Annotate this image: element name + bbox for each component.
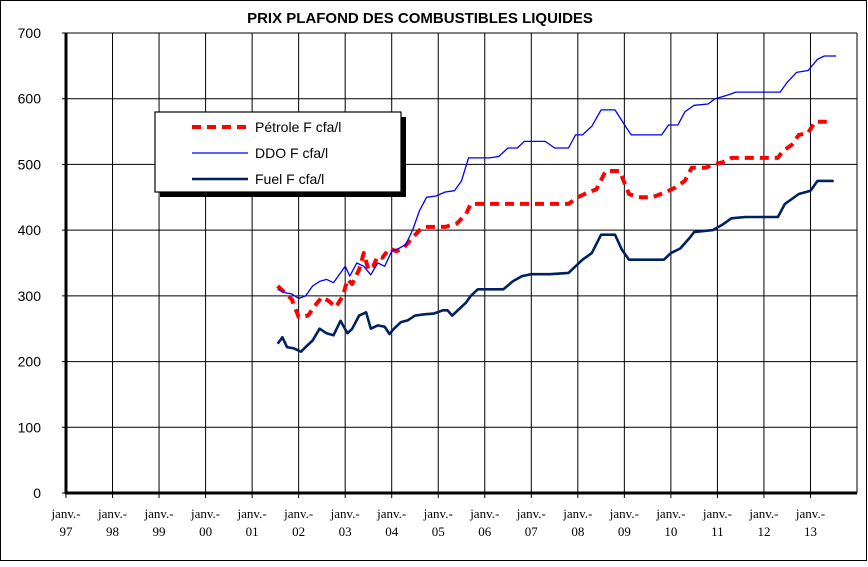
x-tick-label-year: 99 (153, 524, 166, 539)
y-tick-label: 0 (33, 485, 41, 501)
series-line (276, 179, 834, 353)
x-tick-label-year: 08 (571, 524, 584, 539)
x-tick-label: janv.- (423, 506, 453, 521)
y-tick-label: 200 (18, 354, 42, 370)
x-tick-label-year: 11 (711, 524, 724, 539)
x-tick-label: janv.- (330, 506, 360, 521)
x-tick-label: janv.- (143, 506, 173, 521)
x-tick-label-year: 02 (292, 524, 305, 539)
x-tick-label-year: 06 (478, 524, 492, 539)
x-tick-label: janv.- (609, 506, 639, 521)
legend-label: Fuel F cfa/l (255, 171, 324, 187)
x-tick-label-year: 05 (432, 524, 445, 539)
series-line (277, 55, 837, 300)
x-tick-label: janv.- (376, 506, 406, 521)
axes-layer: 0100200300400500600700janv.-97janv.-98ja… (18, 25, 858, 539)
x-tick-label-year: 98 (106, 524, 119, 539)
y-tick-label: 300 (18, 288, 42, 304)
x-tick-label: janv.- (562, 506, 592, 521)
x-tick-label-year: 09 (618, 524, 631, 539)
x-tick-label: janv.- (283, 506, 313, 521)
legend: Pétrole F cfa/l DDO F cfa/l Fuel F cfa/l (154, 111, 406, 197)
x-tick-label: janv.- (190, 506, 220, 521)
x-tick-label-year: 04 (385, 524, 399, 539)
x-tick-label-year: 07 (525, 524, 539, 539)
x-tick-label: janv.- (748, 506, 778, 521)
y-tick-label: 400 (18, 222, 42, 238)
legend-label: DDO F cfa/l (255, 145, 328, 161)
x-tick-label-year: 10 (664, 524, 677, 539)
x-tick-label: janv.- (50, 506, 80, 521)
y-tick-label: 700 (18, 25, 42, 41)
legend-label: Pétrole F cfa/l (255, 119, 341, 135)
y-tick-label: 100 (18, 419, 42, 435)
y-tick-label: 600 (18, 91, 42, 107)
series-layer (276, 55, 837, 353)
series-line (276, 119, 827, 319)
x-tick-label-year: 13 (804, 524, 817, 539)
x-tick-label: janv.- (237, 506, 267, 521)
x-tick-label: janv.- (469, 506, 499, 521)
x-tick-label: janv.- (97, 506, 127, 521)
x-tick-label-year: 00 (199, 524, 212, 539)
x-tick-label: janv.- (655, 506, 685, 521)
x-tick-label-year: 97 (60, 524, 74, 539)
x-tick-label: janv.- (795, 506, 825, 521)
x-tick-label: janv.- (516, 506, 546, 521)
x-tick-label: janv.- (702, 506, 732, 521)
x-tick-label-year: 01 (246, 524, 259, 539)
x-tick-label-year: 03 (339, 524, 352, 539)
x-tick-label-year: 12 (757, 524, 770, 539)
y-tick-label: 500 (18, 156, 42, 172)
chart-title: PRIX PLAFOND DES COMBUSTIBLES LIQUIDES (247, 10, 593, 27)
